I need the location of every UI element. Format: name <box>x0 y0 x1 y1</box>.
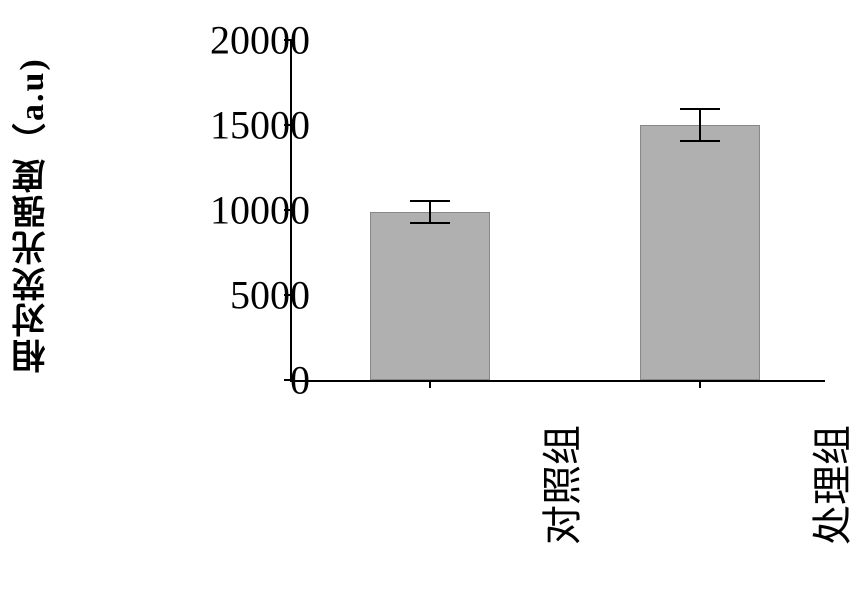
y-tick-mark <box>284 379 292 381</box>
bar-chart: 相对荧光强度（a.u) 05000100001500020000 对照组处理组 <box>0 20 865 460</box>
y-tick-mark <box>284 124 292 126</box>
error-bar-cap-bottom <box>410 222 450 224</box>
y-axis-label: 相对荧光强度（a.u) <box>8 30 57 400</box>
error-bar-cap-top <box>680 108 720 110</box>
bar <box>370 212 490 380</box>
error-bar-cap-top <box>410 200 450 202</box>
x-axis-line <box>290 380 825 382</box>
category-label: 对照组 <box>530 425 588 545</box>
error-bar-stem <box>699 108 701 142</box>
error-bar-cap-bottom <box>680 140 720 142</box>
bar <box>640 125 760 380</box>
y-tick-mark <box>284 209 292 211</box>
x-tick-mark <box>429 380 431 388</box>
error-bar-stem <box>429 200 431 224</box>
y-tick-mark <box>284 294 292 296</box>
category-label: 处理组 <box>800 425 858 545</box>
x-tick-mark <box>699 380 701 388</box>
y-tick-mark <box>284 39 292 41</box>
